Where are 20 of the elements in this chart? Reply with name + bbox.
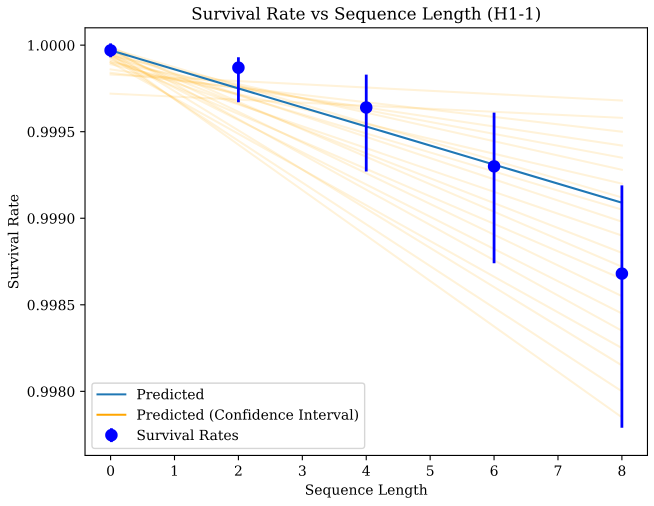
x-tick-label: 0: [107, 465, 114, 476]
x-tick-label: 4: [362, 465, 370, 476]
legend-label: Predicted (Confidence Interval): [137, 409, 358, 422]
x-tick-label: 7: [554, 466, 562, 476]
y-tick-label: 0.9985: [28, 300, 74, 310]
y-tick-label: 0.9980: [28, 386, 74, 397]
x-tick-label: 1: [172, 465, 177, 476]
legend-label: Predicted: [137, 388, 204, 400]
x-tick-label: 3: [298, 465, 306, 476]
x-tick-label: 2: [234, 465, 242, 476]
x-axis-title: Sequence Length: [306, 484, 428, 498]
x-tick-label: 5: [426, 466, 434, 476]
legend-label: Survival Rates: [138, 429, 238, 440]
y-tick-label: 0.9990: [28, 213, 74, 224]
y-tick-label: 1.0000: [28, 40, 74, 51]
y-axis-title: Survival Rate: [8, 194, 18, 288]
x-tick-label: 8: [618, 465, 626, 476]
y-tick-label: 0.9995: [28, 126, 74, 138]
x-tick-label: 6: [490, 465, 498, 476]
chart-title: Survival Rate vs Sequence Length (H1-1): [192, 6, 540, 24]
